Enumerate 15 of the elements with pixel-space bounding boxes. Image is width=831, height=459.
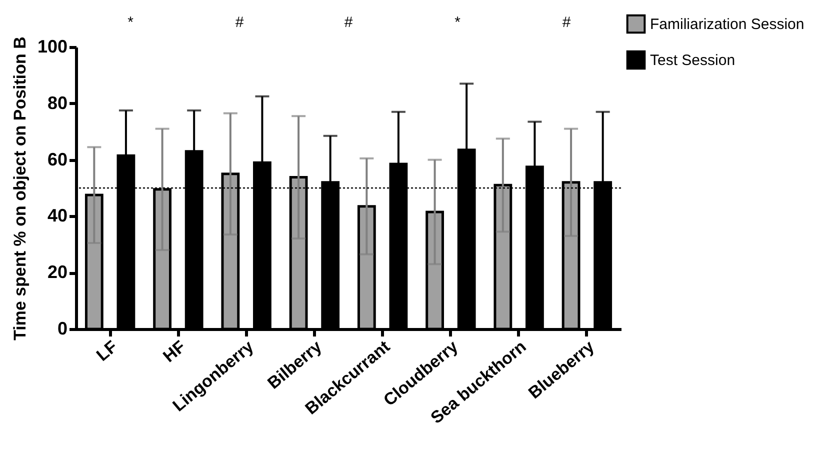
text: #	[562, 14, 572, 31]
y-tick-label: 0	[57, 318, 68, 338]
y-tick-label: 20	[47, 262, 68, 282]
text: #	[344, 14, 354, 31]
y-tick-label: 80	[47, 92, 68, 113]
y-tick-label: 100	[37, 36, 68, 56]
x-tick-label: LF	[92, 336, 121, 365]
text: #	[235, 14, 244, 31]
legend-label: Test Session	[650, 52, 736, 69]
y-axis-title: Time spent % on object on Position B	[10, 36, 30, 340]
text: *	[454, 14, 461, 31]
y-tick-label: 60	[47, 149, 68, 170]
text: *	[128, 14, 134, 31]
y-tick-label: 40	[47, 206, 68, 226]
legend-label: Familiarization Session	[650, 16, 804, 33]
